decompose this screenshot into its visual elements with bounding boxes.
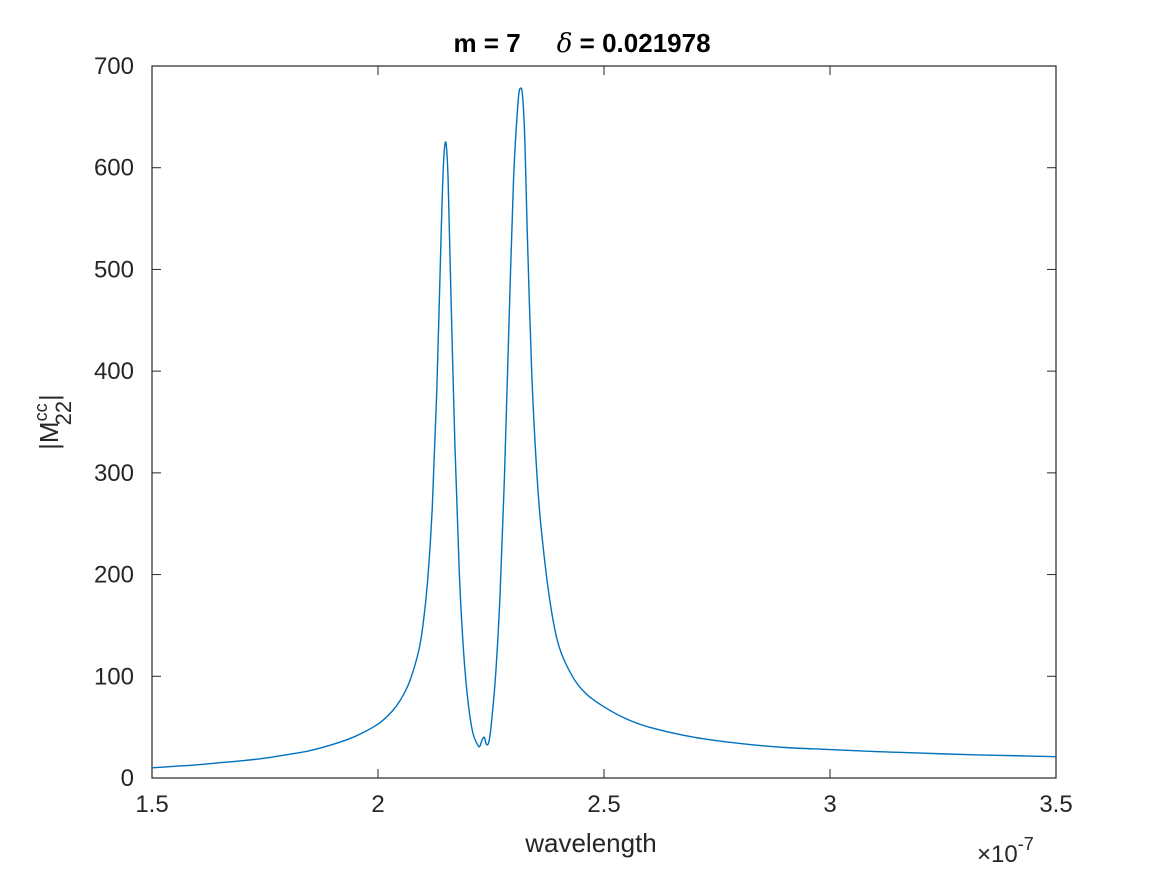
y-axis-label: |Mcc22| bbox=[31, 394, 76, 450]
chart-title: m = 7 δ = 0.021978 bbox=[453, 28, 710, 59]
y-tick-label: 100 bbox=[94, 663, 134, 690]
series-line bbox=[151, 87, 1057, 769]
x-tick-label: 2.5 bbox=[587, 791, 620, 818]
x-tick-label: 3.5 bbox=[1039, 791, 1072, 818]
y-tick-label: 300 bbox=[94, 460, 134, 487]
y-tick-label: 700 bbox=[94, 53, 134, 80]
x-ticks: 1.5 2 2.5 3 3.5 bbox=[135, 66, 1073, 818]
title-m-part: m = 7 bbox=[453, 28, 520, 58]
x-exponent-power: -7 bbox=[1018, 834, 1034, 854]
y-ticks: 0 100 200 300 400 500 600 700 bbox=[94, 53, 1056, 792]
title-spacer bbox=[521, 28, 557, 58]
y-tick-label: 200 bbox=[94, 562, 134, 589]
x-tick-label: 3 bbox=[823, 791, 836, 818]
title-delta-symbol: δ bbox=[557, 29, 573, 59]
x-tick-label: 1.5 bbox=[135, 791, 168, 818]
x-exponent-label: ×10-7 bbox=[977, 834, 1034, 868]
y-label-close: | bbox=[34, 394, 64, 401]
x-tick-label: 2 bbox=[371, 791, 384, 818]
x-exponent-prefix: ×10 bbox=[977, 841, 1018, 868]
y-tick-label: 400 bbox=[94, 358, 134, 385]
plot-area: 1.5 2 2.5 3 3.5 0 100 200 300 400 500 600 700 bbox=[94, 53, 1073, 818]
y-tick-label: 500 bbox=[94, 256, 134, 283]
title-delta-value: = 0.021978 bbox=[572, 28, 710, 58]
x-axis-label: wavelength bbox=[524, 828, 657, 858]
y-tick-label: 600 bbox=[94, 155, 134, 182]
y-label-base: |M bbox=[34, 421, 64, 449]
plot-box bbox=[151, 65, 1057, 779]
y-tick-label: 0 bbox=[121, 765, 134, 792]
y-label-subscript: 22 bbox=[51, 401, 76, 425]
y-label-superscript: cc bbox=[31, 403, 51, 421]
